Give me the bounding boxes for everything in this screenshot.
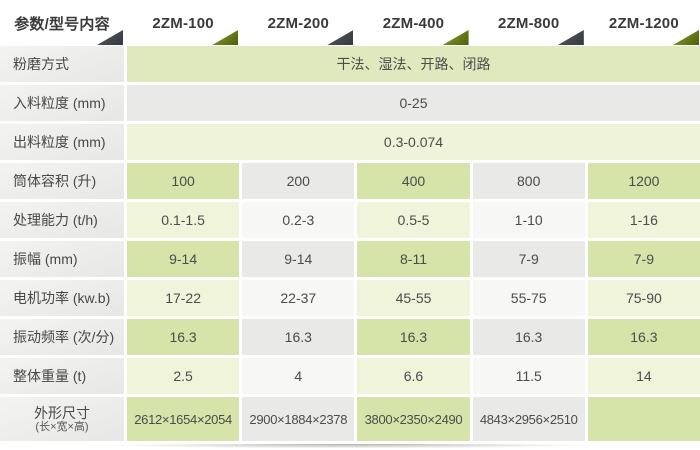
table-cell: 0.1-1.5 <box>127 202 240 238</box>
header-param-cell: 参数/型号内容 <box>0 0 124 46</box>
table-cell: 55-75 <box>472 280 585 316</box>
table-cell: 2612×1654×2054 <box>127 397 240 441</box>
table-span-cell: 0-25 <box>127 85 700 121</box>
table-row: 出料粒度 (mm) 0.3-0.074 <box>0 124 700 160</box>
table-drop-shadow <box>6 444 694 450</box>
table-cell: 16.3 <box>242 319 355 355</box>
table-cell: 22-37 <box>242 280 355 316</box>
table-row: 外形尺寸 (长×宽×高) 2612×1654×2054 2900×1884×23… <box>0 397 700 441</box>
table-cell: 0.5-5 <box>357 202 470 238</box>
header-model-label: 2ZM-400 <box>382 14 445 32</box>
table-cell: 7-9 <box>587 241 700 277</box>
table-cell: 16.3 <box>587 319 700 355</box>
header-model-cell: 2ZM-1200 <box>588 0 700 46</box>
table-span-cell: 0.3-0.074 <box>127 124 700 160</box>
row-label: 筒体容积 (升) <box>0 163 124 199</box>
row-label-line2: (长×宽×高) <box>35 420 89 433</box>
table-cell: 800 <box>472 163 585 199</box>
row-label: 处理能力 (t/h) <box>0 202 124 238</box>
table-cell: 1-10 <box>472 202 585 238</box>
row-label: 振动频率 (次/分) <box>0 319 124 355</box>
table-cell: 100 <box>127 163 240 199</box>
table-cell: 2.5 <box>127 358 240 394</box>
row-label: 粉磨方式 <box>0 46 124 82</box>
table-row: 处理能力 (t/h) 0.1-1.5 0.2-3 0.5-5 1-10 1-16 <box>0 202 700 238</box>
table-row: 振动频率 (次/分) 16.3 16.3 16.3 16.3 16.3 <box>0 319 700 355</box>
corner-triangle-icon <box>672 30 699 45</box>
table-row: 整体重量 (t) 2.5 4 6.6 11.5 14 <box>0 358 700 394</box>
row-label: 电机功率 (kw.b) <box>0 280 124 316</box>
table-cell: 3800×2350×2490 <box>357 397 470 441</box>
table-span-cell: 干法、湿法、开路、闭路 <box>127 46 700 82</box>
corner-triangle-icon <box>212 30 239 45</box>
table-cell: 9-14 <box>127 241 240 277</box>
table-cell: 16.3 <box>357 319 470 355</box>
table-cell: 1200 <box>587 163 700 199</box>
header-model-cell: 2ZM-800 <box>473 0 585 46</box>
corner-triangle-icon <box>442 30 469 45</box>
header-model-cell: 2ZM-400 <box>357 0 469 46</box>
table-row: 入料粒度 (mm) 0-25 <box>0 85 700 121</box>
table-cell: 75-90 <box>587 280 700 316</box>
table-cell: 2900×1884×2378 <box>242 397 355 441</box>
table-cell: 9-14 <box>242 241 355 277</box>
table-cell: 17-22 <box>127 280 240 316</box>
row-label: 振幅 (mm) <box>0 241 124 277</box>
table-row: 振幅 (mm) 9-14 9-14 8-11 7-9 7-9 <box>0 241 700 277</box>
header-model-label: 2ZM-100 <box>152 14 214 32</box>
table-cell: 4843×2956×2510 <box>472 397 585 441</box>
header-row: 参数/型号内容 2ZM-100 2ZM-200 2ZM-400 2ZM-800 … <box>0 0 700 46</box>
table-cell: 8-11 <box>357 241 470 277</box>
corner-triangle-icon <box>557 30 584 45</box>
corner-triangle-icon <box>327 30 354 45</box>
table-cell: 6.6 <box>357 358 470 394</box>
table-cell: 4 <box>242 358 355 394</box>
table-cell: 0.2-3 <box>242 202 355 238</box>
table-cell: 400 <box>357 163 470 199</box>
header-model-label: 2ZM-200 <box>267 14 329 32</box>
header-model-label: 2ZM-1200 <box>608 14 679 32</box>
header-model-label: 2ZM-800 <box>497 14 560 32</box>
table-row: 筒体容积 (升) 100 200 400 800 1200 <box>0 163 700 199</box>
row-label: 入料粒度 (mm) <box>0 85 124 121</box>
row-label: 整体重量 (t) <box>0 358 124 394</box>
header-model-cell: 2ZM-200 <box>242 0 354 46</box>
row-label: 出料粒度 (mm) <box>0 124 124 160</box>
header-param-label: 参数/型号内容 <box>14 15 110 33</box>
table-cell: 11.5 <box>472 358 585 394</box>
table-cell: 16.3 <box>472 319 585 355</box>
row-label: 外形尺寸 (长×宽×高) <box>0 397 124 441</box>
table-cell: 1-16 <box>587 202 700 238</box>
table-cell: 16.3 <box>127 319 240 355</box>
header-model-cell: 2ZM-100 <box>127 0 239 46</box>
table-row: 电机功率 (kw.b) 17-22 22-37 45-55 55-75 75-9… <box>0 280 700 316</box>
table-cell <box>587 397 700 441</box>
table-cell: 200 <box>242 163 355 199</box>
table-cell: 7-9 <box>472 241 585 277</box>
table-row: 粉磨方式 干法、湿法、开路、闭路 <box>0 46 700 82</box>
table-cell: 45-55 <box>357 280 470 316</box>
table-cell: 14 <box>587 358 700 394</box>
row-label-line1: 外形尺寸 <box>34 404 90 421</box>
